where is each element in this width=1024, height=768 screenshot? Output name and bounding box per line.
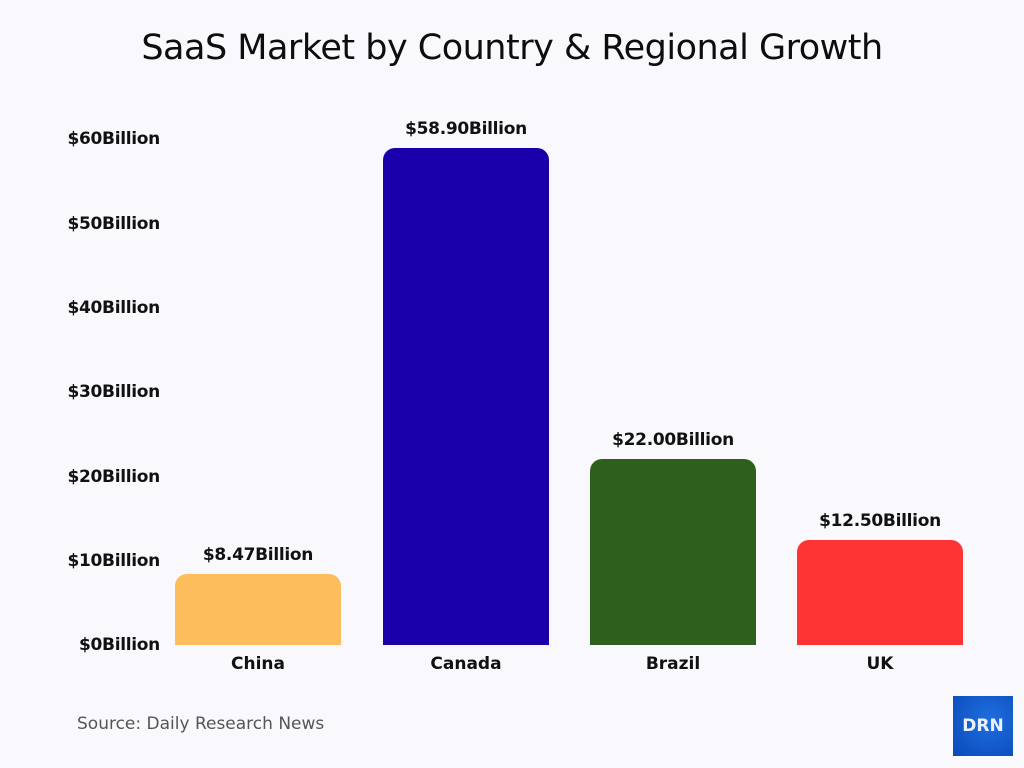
y-tick-label: $0Billion [78,635,160,655]
bar-value-label: $22.00Billion [612,430,734,451]
bar-value-label: $8.47Billion [202,544,314,565]
source-note: Source: Daily Research News [77,714,325,734]
bar-canada [383,148,549,645]
bar-value-label: $12.50Billion [819,510,941,531]
y-tick-label: $10Billion [67,551,160,571]
bar-value-label: $58.90Billion [405,119,527,140]
drn-logo: DRN [953,696,1013,756]
category-label: Brazil [645,654,701,674]
bar-uk [797,539,963,645]
category-label: UK [866,654,894,674]
category-label: Canada [430,654,502,674]
category-label: China [231,654,285,674]
y-tick-label: $20Billion [67,467,160,487]
bar-brazil [590,459,756,645]
y-tick-label: $30Billion [67,382,160,402]
y-tick-label: $40Billion [67,298,160,318]
y-tick-label: $50Billion [67,214,160,234]
bar-china [175,573,341,645]
chart-title: SaaS Market by Country & Regional Growth [141,28,883,68]
y-tick-label: $60Billion [67,129,160,149]
